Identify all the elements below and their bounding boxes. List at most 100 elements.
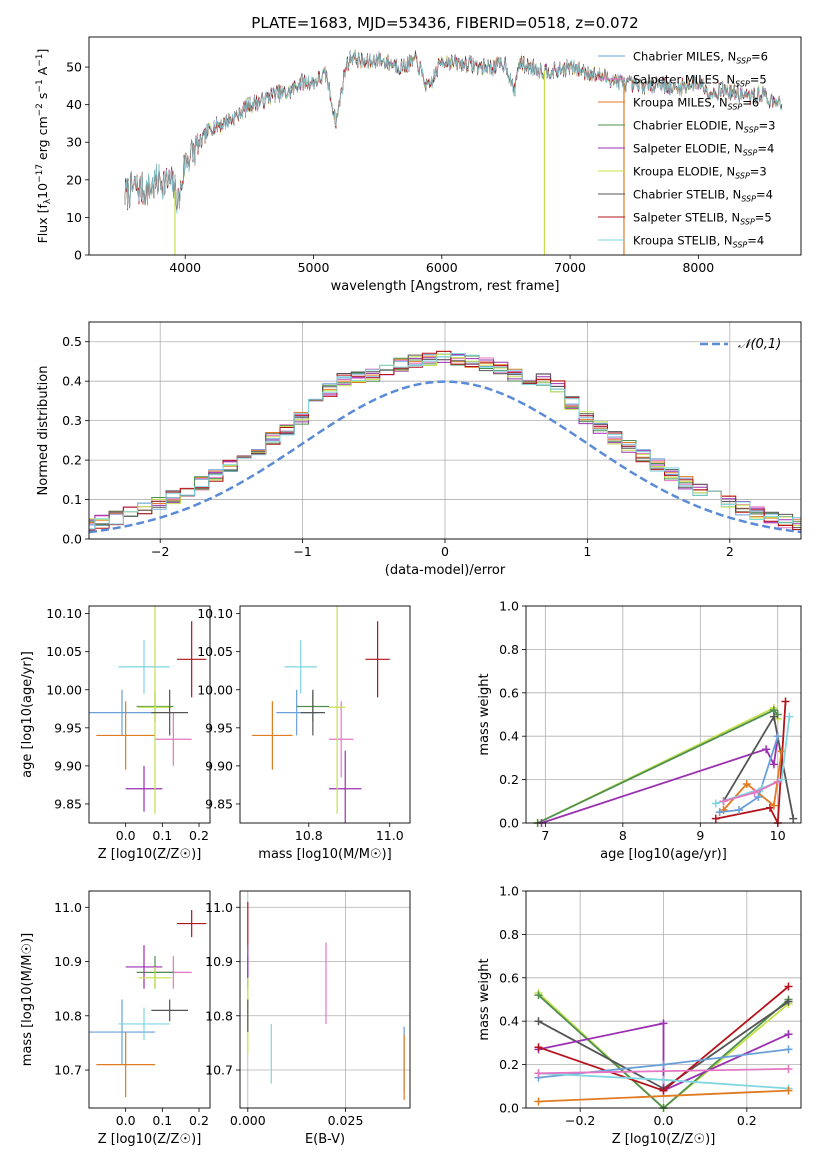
- y-tick-label: 9.95: [205, 720, 233, 735]
- y-tick-label: 10.8: [205, 1008, 233, 1023]
- y-axis-label: mass [log10(M/M☉)]: [20, 933, 35, 1066]
- x-tick-label: −2: [151, 544, 169, 559]
- x-axis-label: wavelength [Angstrom, rest frame]: [331, 279, 560, 294]
- y-tick-label: 10.9: [205, 954, 233, 969]
- y-tick-label: 30: [66, 135, 82, 150]
- x-axis-label: (data-model)/error: [385, 563, 506, 578]
- x-tick-label: 0.2: [737, 1113, 757, 1128]
- legend-label: Chabrier STELIB, NSSP=4: [633, 188, 773, 204]
- weight-marker: [754, 792, 763, 801]
- weight-marker: [781, 697, 790, 706]
- y-tick-label: 0.4: [499, 1014, 519, 1029]
- x-tick-label: 10.8: [295, 828, 323, 843]
- y-axis-label: Normed distribution: [36, 366, 51, 496]
- weight-marker: [742, 779, 751, 788]
- weight-marker: [784, 1045, 793, 1054]
- chart-mass_vs_Z: 0.0 0.1 0.2 10.7 10.8 10.9 11.0 Z [log10(Z/Z☉)]…: [20, 890, 211, 1147]
- y-tick-label: 0.3: [62, 413, 82, 428]
- x-tick-label: 0.000: [230, 1113, 266, 1128]
- y-tick-label: 10.10: [46, 606, 82, 621]
- y-tick-label: 0.4: [62, 374, 82, 389]
- y-tick-label: 10.7: [54, 1063, 82, 1078]
- x-axis-label: age [log10(age/yr)]: [600, 847, 727, 862]
- y-axis-label: mass weight: [477, 958, 492, 1040]
- weight-marker: [784, 1030, 793, 1039]
- x-tick-label: 7: [541, 828, 549, 843]
- axes-frame: [525, 890, 802, 1109]
- y-tick-label: 0: [74, 248, 82, 263]
- y-tick-label: 10.7: [205, 1063, 233, 1078]
- y-tick-label: 0.1: [62, 492, 82, 507]
- x-tick-label: 0: [441, 544, 449, 559]
- weight-marker: [789, 814, 798, 823]
- weight-marker: [715, 808, 724, 817]
- x-tick-label: 8: [619, 828, 627, 843]
- x-tick-label: 0.0: [654, 1113, 674, 1128]
- y-tick-label: 0.5: [62, 334, 82, 349]
- histogram-step: [89, 350, 801, 531]
- weight-marker: [784, 997, 793, 1006]
- weight-marker: [711, 814, 720, 823]
- weight-marker: [659, 1019, 668, 1028]
- legend-label: 𝒩(0,1): [738, 337, 781, 352]
- y-tick-label: 10.00: [197, 682, 233, 697]
- y-tick-label: 11.0: [54, 900, 82, 915]
- x-axis-label: Z [log10(Z/Z☉)]: [612, 1132, 716, 1147]
- y-tick-label: 0.0: [499, 1101, 519, 1116]
- chart-residuals: −2 −1 0 1 2 0.0 0.1 0.2 0.3 0.4 0.5 𝒩(0,1) (data-mod…: [36, 321, 802, 578]
- y-tick-label: 0.2: [499, 772, 519, 787]
- weight-line: [715, 701, 787, 827]
- legend-label: Kroupa ELODIE, NSSP=3: [633, 165, 767, 181]
- histogram-step: [89, 353, 801, 527]
- y-tick-label: 9.85: [54, 796, 82, 811]
- axes-frame: [88, 605, 211, 824]
- weight-marker: [719, 797, 728, 806]
- weight-marker: [769, 801, 778, 810]
- y-tick-label: 9.90: [205, 758, 233, 773]
- y-tick-label: 0.2: [499, 1057, 519, 1072]
- y-tick-label: 0.0: [62, 532, 82, 547]
- weight-marker: [534, 991, 543, 1000]
- y-tick-label: 0.6: [499, 970, 519, 985]
- legend: Chabrier MILES, NSSP=6 Salpeter MILES, NS…: [598, 50, 775, 250]
- weight-marker: [534, 1097, 543, 1106]
- errorbar-group: [247, 901, 405, 1100]
- x-tick-label: 6000: [426, 260, 458, 275]
- y-tick-label: 10.10: [197, 606, 233, 621]
- chart-age_vs_Z: 0.0 0.1 0.2 9.85 9.90 9.95 10.00 10.05 10.10 Z [l…: [20, 605, 211, 862]
- x-axis-label: Z [log10(Z/Z☉)]: [98, 1132, 202, 1147]
- legend-label: Kroupa STELIB, NSSP=4: [633, 234, 764, 250]
- x-tick-label: 4000: [169, 260, 201, 275]
- weight-marker: [735, 805, 744, 814]
- y-tick-label: 1.0: [499, 599, 519, 614]
- x-tick-label: 0.0: [116, 828, 136, 843]
- y-tick-label: 20: [66, 172, 82, 187]
- spectrum-line: [124, 50, 783, 215]
- weight-line: [715, 716, 791, 805]
- errorbar-group: [89, 606, 207, 814]
- y-tick-label: 9.95: [54, 720, 82, 735]
- weight-marker: [784, 1064, 793, 1073]
- weight-marker: [784, 1086, 793, 1095]
- x-tick-label: 5000: [298, 260, 330, 275]
- y-tick-label: 0.8: [499, 642, 519, 657]
- y-tick-label: 10: [66, 210, 82, 225]
- y-axis-label: age [log10(age/yr)]: [20, 651, 35, 778]
- axes-frame: [239, 605, 411, 824]
- weight-marker: [750, 788, 759, 797]
- chart-mass_vs_EBV: 0.000 0.025 10.7 10.8 10.9 11.0 E(B-V): [205, 890, 411, 1147]
- y-tick-label: 0.8: [499, 927, 519, 942]
- legend-label: Salpeter MILES, NSSP=5: [633, 73, 767, 89]
- weight-marker: [534, 1017, 543, 1026]
- axes-frame: [88, 321, 802, 540]
- legend-label: Chabrier ELODIE, NSSP=3: [633, 119, 775, 135]
- x-tick-label: 2: [726, 544, 734, 559]
- chart-age_vs_mass: 10.8 11.0 9.85 9.90 9.95 10.00 10.05 10.10 mass …: [197, 605, 411, 862]
- y-tick-label: 9.90: [54, 758, 82, 773]
- legend-label: Chabrier MILES, NSSP=6: [633, 50, 768, 66]
- y-axis-label: Flux [fλ10−17 erg cm−2 s−1 A−1]: [35, 49, 53, 244]
- y-tick-label: 40: [66, 97, 82, 112]
- histogram-step: [89, 354, 801, 532]
- histogram-step: [89, 353, 801, 525]
- y-tick-label: 50: [66, 60, 82, 75]
